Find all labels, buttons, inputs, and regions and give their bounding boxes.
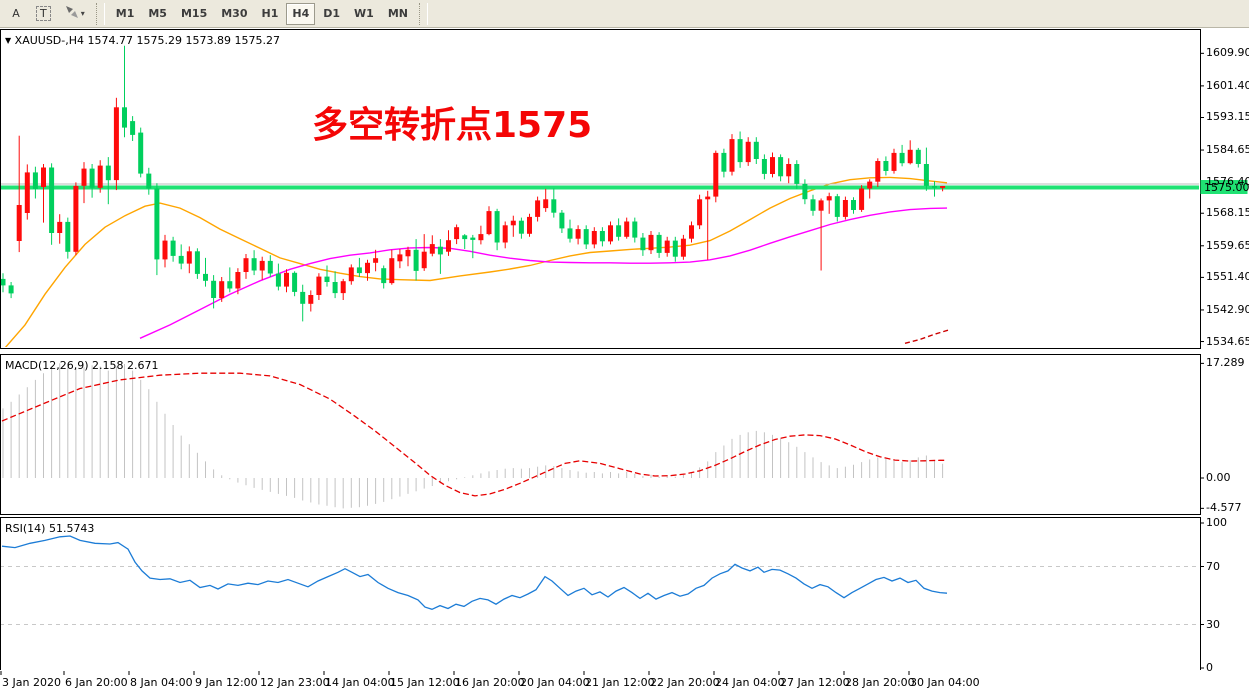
arrow-tool-button[interactable]: A (4, 3, 28, 25)
time-label: 28 Jan 20:00 (845, 676, 915, 689)
price-tick: 1551.40 (1206, 270, 1249, 284)
timeframe-m15-button[interactable]: M15 (175, 3, 213, 25)
toolbar: A T ▾ M1 M5 M15 M30 H1 H4 D1 W1 MN (0, 0, 1249, 28)
macd-indicator-pane[interactable] (0, 354, 1201, 515)
price-tick: 1609.90 (1206, 46, 1249, 60)
rsi-tick: 70 (1206, 559, 1220, 573)
time-label: 21 Jan 12:00 (585, 676, 655, 689)
price-tick: 1584.65 (1206, 143, 1249, 157)
price-tick: 1601.40 (1206, 78, 1249, 92)
time-label: 6 Jan 20:00 (65, 676, 128, 689)
timeframe-w1-button[interactable]: W1 (348, 3, 380, 25)
rsi-tick: 100 (1206, 516, 1227, 529)
annotation-text[interactable]: 多空转折点1575 (312, 105, 593, 146)
timeframe-m30-button[interactable]: M30 (215, 3, 253, 25)
timeframe-d1-button[interactable]: D1 (317, 3, 346, 25)
time-label: 3 Jan 2020 (2, 676, 61, 689)
timeframe-h1-button[interactable]: H1 (256, 3, 285, 25)
symbol-ohlc-header: ▼ XAUUSD-,H4 1574.77 1575.29 1573.89 157… (5, 34, 280, 47)
macd-title: MACD(12,26,9) 2.158 2.671 (5, 359, 159, 372)
toolbar-grip (419, 2, 428, 25)
time-label: 15 Jan 12:00 (390, 676, 460, 689)
time-label: 24 Jan 04:00 (715, 676, 785, 689)
toolbar-grip (95, 2, 105, 25)
candlestick-chart-pane[interactable] (0, 29, 1201, 349)
time-label: 16 Jan 20:00 (455, 676, 525, 689)
text-label-icon: T (36, 6, 51, 21)
time-label: 30 Jan 04:00 (910, 676, 980, 689)
macd-tick: 0.00 (1206, 471, 1231, 484)
chevron-down-icon: ▾ (80, 9, 85, 18)
rsi-title: RSI(14) 51.5743 (5, 522, 95, 535)
macd-tick: 17.289 (1206, 356, 1245, 370)
time-label: 14 Jan 04:00 (325, 676, 395, 689)
time-axis[interactable]: 3 Jan 2020 6 Jan 20:00 8 Jan 04:00 9 Jan 12… (0, 670, 1249, 692)
price-tick: 1568.15 (1206, 206, 1249, 220)
time-label: 20 Jan 04:00 (520, 676, 590, 689)
time-label: 8 Jan 04:00 (130, 676, 193, 689)
timeframe-m1-button[interactable]: M1 (110, 3, 141, 25)
price-tick: 1576.40 (1206, 174, 1249, 188)
macd-tick: -4.577 (1206, 501, 1242, 515)
symbol-dropdown-icon: ▼ (5, 36, 12, 45)
timeframe-m5-button[interactable]: M5 (142, 3, 173, 25)
time-label: 22 Jan 20:00 (650, 676, 720, 689)
price-tick: 1593.15 (1206, 110, 1249, 124)
rsi-tick: 30 (1206, 617, 1220, 631)
rsi-indicator-pane[interactable] (0, 517, 1201, 671)
price-tick: 1534.65 (1206, 334, 1249, 348)
time-label: 12 Jan 23:00 (260, 676, 330, 689)
time-label: 27 Jan 12:00 (780, 676, 850, 689)
objects-icon (65, 5, 79, 22)
rsi-tick: 0 (1206, 661, 1213, 674)
text-label-tool-button[interactable]: T (30, 3, 57, 25)
time-label: 9 Jan 12:00 (195, 676, 258, 689)
symbol-period-label: XAUUSD-,H4 (14, 34, 85, 47)
objects-tool-button[interactable]: ▾ (59, 3, 91, 25)
timeframe-h4-button[interactable]: H4 (286, 2, 316, 25)
ohlc-values: 1574.77 1575.29 1573.89 1575.27 (87, 34, 280, 47)
timeframe-mn-button[interactable]: MN (382, 3, 414, 25)
price-tick: 1542.90 (1206, 302, 1249, 316)
timeframe-toolbar: M1 M5 M15 M30 H1 H4 D1 W1 MN (110, 2, 414, 25)
price-tick: 1559.65 (1206, 238, 1249, 252)
